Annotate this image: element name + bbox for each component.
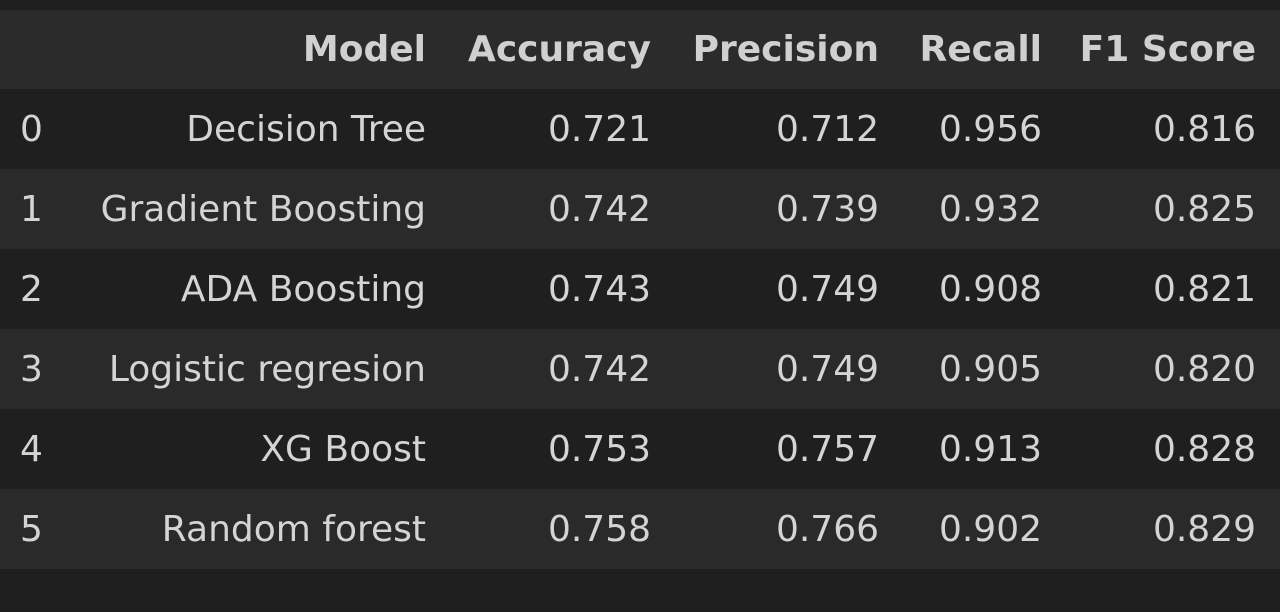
f1-value: 0.820	[1152, 348, 1256, 390]
f1-value: 0.825	[1152, 188, 1256, 230]
model-name: Gradient Boosting	[100, 188, 426, 230]
row-index: 0	[20, 108, 43, 150]
precision-value: 0.712	[775, 108, 879, 150]
header-accuracy: Accuracy	[467, 29, 651, 70]
table-header: Model Accuracy Precision Recall F1 Score	[0, 10, 1280, 89]
table-row: 0 Decision Tree 0.721 0.712 0.956 0.816	[0, 89, 1280, 169]
f1-value: 0.816	[1152, 108, 1256, 150]
recall-value: 0.913	[938, 428, 1042, 470]
model-name: Decision Tree	[186, 108, 426, 150]
f1-value: 0.821	[1152, 268, 1256, 310]
row-index: 5	[20, 508, 43, 550]
table-row: 2 ADA Boosting 0.743 0.749 0.908 0.821	[0, 249, 1280, 329]
header-recall: Recall	[919, 29, 1042, 70]
model-name: Random forest	[161, 508, 426, 550]
precision-value: 0.757	[775, 428, 879, 470]
accuracy-value: 0.742	[547, 188, 651, 230]
accuracy-value: 0.742	[547, 348, 651, 390]
model-name: Logistic regresion	[108, 348, 426, 390]
accuracy-value: 0.721	[547, 108, 651, 150]
f1-value: 0.829	[1152, 508, 1256, 550]
header-row: Model Accuracy Precision Recall F1 Score	[0, 10, 1280, 89]
precision-value: 0.749	[775, 348, 879, 390]
recall-value: 0.956	[938, 108, 1042, 150]
precision-value: 0.766	[775, 508, 879, 550]
model-name: XG Boost	[260, 428, 426, 470]
header-index	[0, 10, 70, 89]
header-model: Model	[302, 29, 426, 70]
accuracy-value: 0.758	[547, 508, 651, 550]
table-row: 3 Logistic regresion 0.742 0.749 0.905 0…	[0, 329, 1280, 409]
row-index: 1	[20, 188, 43, 230]
accuracy-value: 0.753	[547, 428, 651, 470]
row-index: 4	[20, 428, 43, 470]
table-row: 5 Random forest 0.758 0.766 0.902 0.829	[0, 489, 1280, 569]
recall-value: 0.902	[938, 508, 1042, 550]
row-index: 2	[20, 268, 43, 310]
model-name: ADA Boosting	[180, 268, 426, 310]
row-index: 3	[20, 348, 43, 390]
table-row: 4 XG Boost 0.753 0.757 0.913 0.828	[0, 409, 1280, 489]
results-table: Model Accuracy Precision Recall F1 Score…	[0, 10, 1280, 569]
accuracy-value: 0.743	[547, 268, 651, 310]
precision-value: 0.739	[775, 188, 879, 230]
recall-value: 0.908	[938, 268, 1042, 310]
table-body: 0 Decision Tree 0.721 0.712 0.956 0.816 …	[0, 89, 1280, 569]
header-f1-score: F1 Score	[1079, 29, 1256, 70]
precision-value: 0.749	[775, 268, 879, 310]
recall-value: 0.905	[938, 348, 1042, 390]
f1-value: 0.828	[1152, 428, 1256, 470]
header-precision: Precision	[692, 29, 879, 70]
recall-value: 0.932	[938, 188, 1042, 230]
table-row: 1 Gradient Boosting 0.742 0.739 0.932 0.…	[0, 169, 1280, 249]
